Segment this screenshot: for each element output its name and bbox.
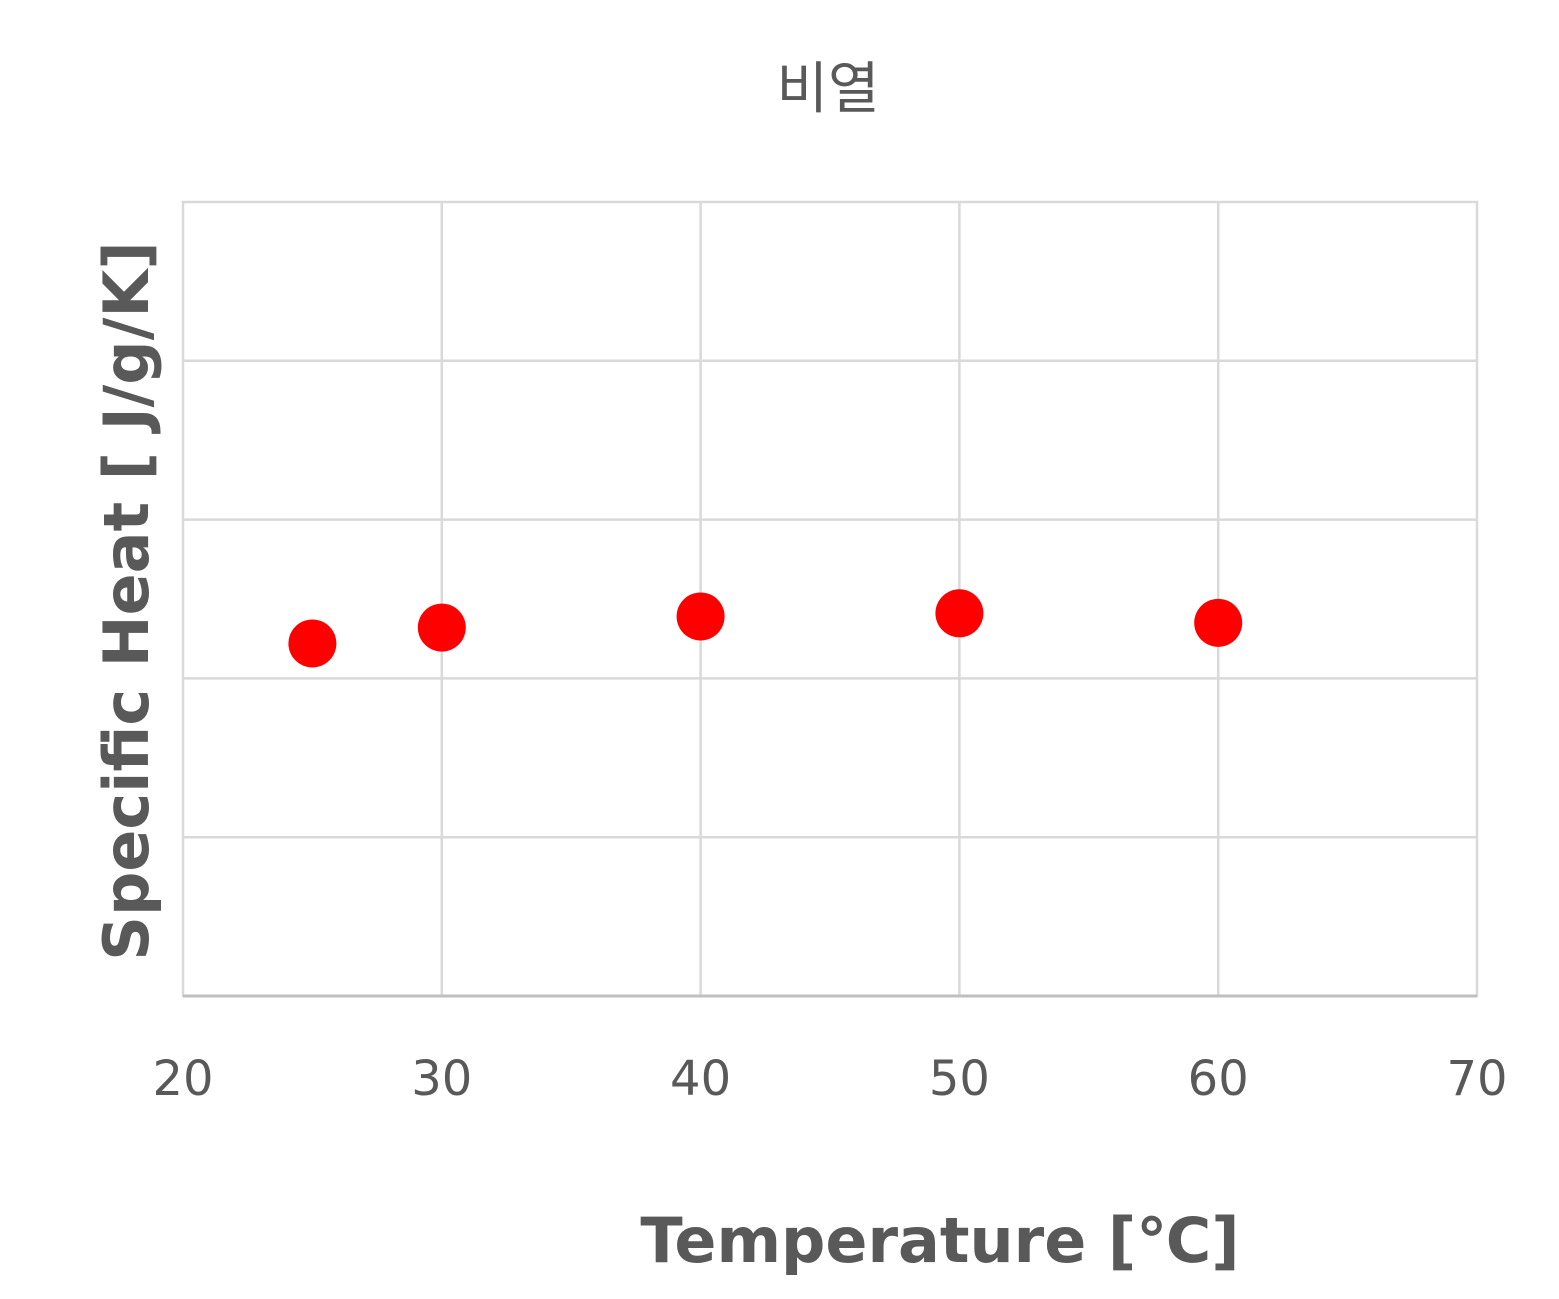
data-points bbox=[288, 589, 1243, 668]
data-point bbox=[288, 619, 337, 668]
x-tick-label: 60 bbox=[1188, 1051, 1249, 1107]
x-axis-title: Temperature [℃] bbox=[640, 1204, 1239, 1277]
data-point bbox=[676, 592, 725, 641]
x-tick-label: 70 bbox=[1446, 1051, 1507, 1107]
data-point bbox=[1194, 598, 1243, 647]
x-tick-label: 20 bbox=[152, 1051, 213, 1107]
x-tick-label: 50 bbox=[929, 1051, 990, 1107]
x-tick-label: 30 bbox=[411, 1051, 472, 1107]
data-point bbox=[417, 603, 466, 652]
data-point bbox=[935, 589, 984, 638]
grid bbox=[183, 202, 1477, 996]
chart-title: 비열 bbox=[776, 57, 879, 122]
y-axis-title: Specific Heat [ J/g/K] bbox=[90, 241, 163, 960]
x-tick-labels: 20 30 40 50 60 70 bbox=[152, 1051, 1507, 1107]
plot-area-border bbox=[181, 200, 1479, 998]
x-tick-label: 40 bbox=[670, 1051, 731, 1107]
